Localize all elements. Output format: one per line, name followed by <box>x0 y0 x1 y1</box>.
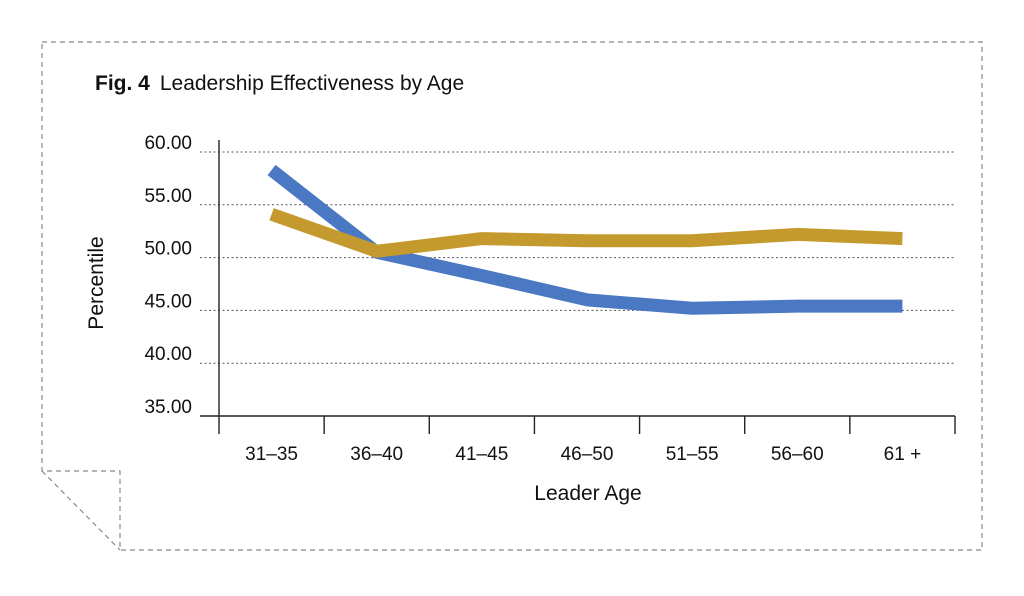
axes <box>200 140 956 434</box>
x-tick-labels: 31–35 36–40 41–45 46–50 51–55 56–60 61 + <box>245 444 921 465</box>
gridlines <box>200 151 955 364</box>
y-axis-label: Percentile <box>85 236 108 329</box>
page-curl-fold <box>41 470 121 551</box>
y-tick-label: 50.00 <box>144 239 192 260</box>
figure-title-text: Leadership Effectiveness by Age <box>159 72 465 95</box>
y-tick-label: 60.00 <box>144 133 192 154</box>
y-tick-label: 35.00 <box>144 397 192 418</box>
series-line-2 <box>269 208 903 258</box>
y-tick-label: 40.00 <box>144 344 192 365</box>
x-tick-label: 46–50 <box>561 444 614 465</box>
x-tick-label: 61 + <box>884 444 922 465</box>
x-tick-label: 41–45 <box>455 444 508 465</box>
x-tick-label: 31–35 <box>245 444 298 465</box>
y-tick-labels: 60.00 55.00 50.00 45.00 40.00 35.00 <box>144 133 192 418</box>
figure-number: Fig. 4 <box>95 72 150 95</box>
figure-title: Fig. 4 Leadership Effectiveness by Age <box>95 72 464 96</box>
x-tick-label: 36–40 <box>350 444 403 465</box>
x-axis-label: Leader Age <box>534 482 641 505</box>
x-tick-label: 51–55 <box>666 444 719 465</box>
y-tick-label: 45.00 <box>144 291 192 312</box>
x-tick-label: 56–60 <box>771 444 824 465</box>
series-lines <box>267 164 903 315</box>
y-tick-label: 55.00 <box>144 186 192 207</box>
